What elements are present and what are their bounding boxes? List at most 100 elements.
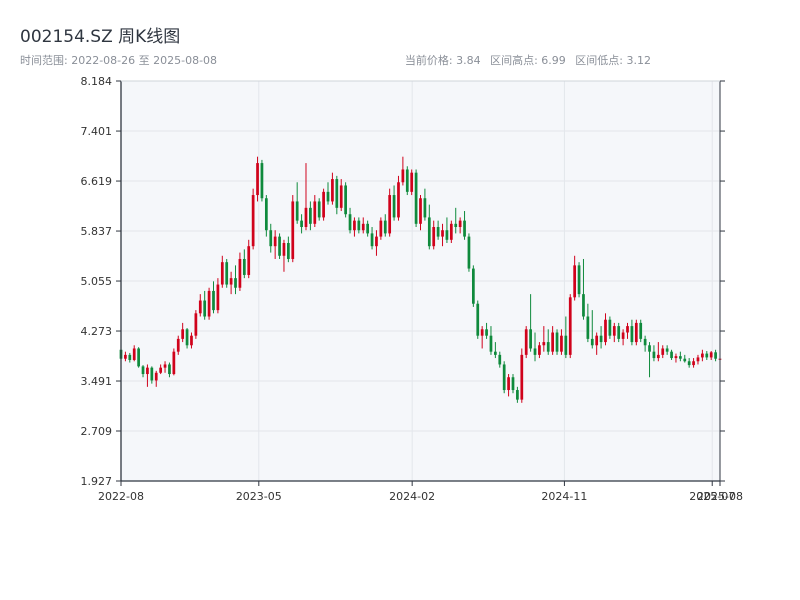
tick-labels: 1.927 2.709 3.491 4.273 5.055 5.837 6.619 7.401… — [81, 75, 743, 503]
candle-body-up — [339, 185, 343, 208]
candle-body-down — [454, 223, 458, 228]
candle-body-up — [696, 357, 700, 362]
candle-body-up — [701, 353, 704, 358]
candle-body-up — [449, 223, 453, 240]
candle-body-up — [229, 278, 233, 285]
candle-body-down — [639, 322, 643, 339]
x-tick-label: 2023-05 — [236, 490, 282, 503]
x-tick-label: 2024-02 — [389, 490, 435, 503]
candle-body-up — [692, 361, 695, 366]
candle-body-down — [678, 356, 682, 359]
candle-body-down — [714, 352, 717, 359]
candle-body-down — [300, 220, 303, 228]
candle-body-down — [665, 348, 669, 352]
candle-body-down — [168, 364, 171, 375]
candle-body-down — [392, 195, 396, 218]
x-tick-label: 2022-08 — [98, 490, 144, 503]
candle-body-up — [353, 220, 356, 231]
candle-body-down — [287, 242, 290, 259]
candle-body-up — [410, 172, 414, 192]
candle-body-up — [251, 195, 255, 247]
candle-body-down — [370, 233, 374, 247]
candle-body-down — [582, 294, 585, 317]
candle-body-down — [705, 353, 709, 358]
y-tick-label: 8.184 — [81, 75, 113, 88]
x-tick-label: 2025-08 — [697, 490, 743, 503]
candle-body-up — [220, 262, 224, 285]
y-tick-label: 3.491 — [81, 375, 113, 388]
candle-body-down — [516, 390, 519, 400]
candle-body-up — [419, 198, 422, 224]
candle-body-up — [146, 367, 149, 375]
candles — [119, 156, 722, 403]
candle-body-up — [388, 195, 392, 234]
candle-body-up — [256, 163, 259, 196]
candle-body-down — [150, 367, 154, 381]
candle-body-up — [154, 372, 158, 381]
candle-body-down — [357, 220, 361, 231]
candle-body-down — [511, 377, 515, 391]
candle-body-up — [216, 284, 220, 311]
candle-body-down — [586, 316, 590, 339]
candle-body-down — [608, 319, 612, 336]
candle-body-down — [463, 220, 466, 237]
y-tick-label: 5.837 — [81, 225, 113, 238]
candle-body-down — [414, 172, 418, 224]
candle-body-up — [159, 367, 163, 373]
candle-body-down — [494, 351, 497, 355]
candle-body-down — [471, 268, 475, 304]
candle-body-down — [476, 303, 480, 336]
candle-body-down — [670, 351, 673, 359]
candle-body-up — [480, 329, 484, 336]
candle-body-up — [176, 338, 180, 352]
candle-body-down — [185, 329, 189, 346]
candle-body-down — [502, 364, 506, 391]
candle-body-up — [361, 223, 365, 231]
candle-body-down — [317, 201, 321, 218]
candle-body-down — [335, 179, 339, 208]
candle-body-up — [674, 356, 678, 359]
candle-body-up — [331, 179, 334, 202]
candle-body-down — [344, 185, 347, 215]
candle-body-down — [533, 348, 537, 355]
candle-body-down — [326, 191, 330, 202]
candle-body-up — [709, 352, 713, 358]
candle-body-up — [573, 265, 577, 298]
current-price-label: 当前价格: 3.84 — [404, 54, 481, 67]
y-tick-label: 7.401 — [81, 125, 113, 138]
candle-body-down — [489, 335, 493, 352]
y-tick-label: 2.709 — [81, 425, 113, 438]
candle-body-up — [172, 351, 176, 375]
candle-body-down — [141, 366, 145, 375]
candle-body-up — [507, 377, 510, 391]
candle-body-down — [137, 348, 140, 367]
candle-body-down — [555, 332, 559, 352]
candle-body-down — [630, 326, 634, 343]
candle-body-up — [304, 207, 308, 228]
candle-body-down — [683, 358, 687, 362]
candle-body-down — [687, 361, 691, 366]
candle-body-down — [648, 345, 651, 352]
candle-body-down — [427, 217, 431, 247]
candle-body-up — [560, 335, 563, 352]
candle-body-down — [529, 329, 532, 349]
candle-body-down — [423, 198, 427, 218]
candle-body-up — [661, 348, 665, 355]
candle-body-up — [524, 329, 528, 355]
x-tick-label: 2024-11 — [541, 490, 587, 503]
range-high-label: 区间高点: 6.99 — [490, 54, 566, 67]
candle-body-up — [397, 182, 400, 218]
candle-body-down — [242, 258, 246, 275]
candle-body-up — [132, 348, 136, 360]
candle-body-up — [198, 300, 202, 314]
candle-body-up — [207, 290, 211, 317]
candle-body-up — [568, 297, 572, 355]
candle-body-down — [436, 227, 440, 237]
candle-body-up — [375, 236, 378, 247]
candle-body-up — [520, 354, 524, 400]
candle-body-up — [656, 354, 660, 359]
candle-body-down — [652, 351, 656, 359]
y-tick-label: 6.619 — [81, 175, 113, 188]
candle-body-down — [366, 223, 370, 234]
candle-body-up — [542, 342, 546, 346]
